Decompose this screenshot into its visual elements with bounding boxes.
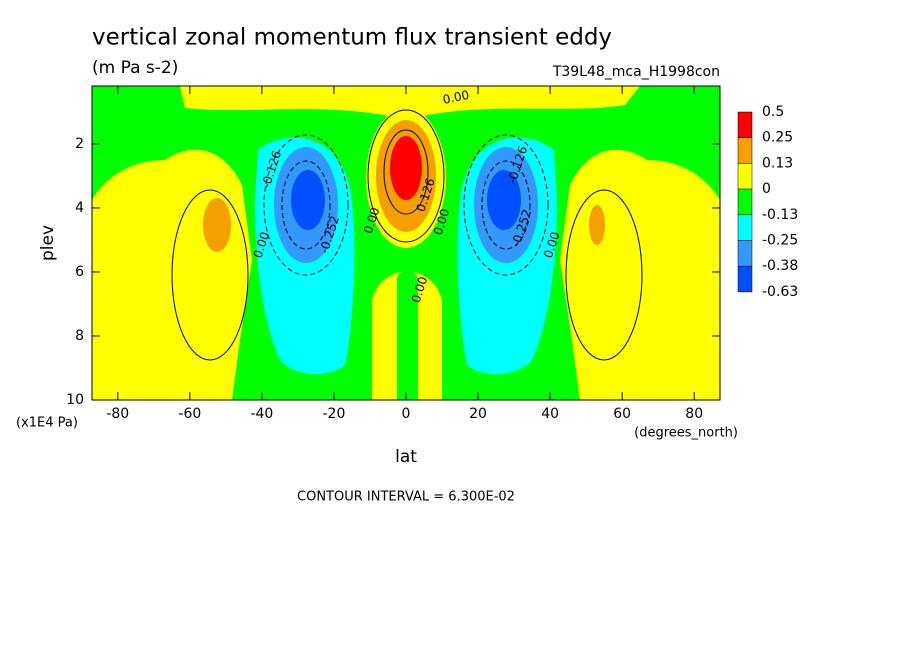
subtitle: (m Pa s-2) bbox=[92, 58, 178, 78]
contour-field bbox=[92, 86, 720, 400]
x-tick-label: -80 bbox=[106, 406, 129, 422]
colorbar-label: 0.13 bbox=[762, 155, 793, 171]
fill-region bbox=[291, 170, 325, 230]
x-tick-label: 80 bbox=[685, 406, 703, 422]
contour-label: 0.00 bbox=[441, 88, 470, 107]
colorbar-label: -0.63 bbox=[762, 284, 798, 300]
colorbar-box bbox=[737, 214, 753, 241]
contour-line bbox=[263, 134, 349, 276]
contour-line bbox=[367, 109, 445, 243]
y-units: (x1E4 Pa) bbox=[16, 416, 78, 431]
chart-title: vertical zonal momentum flux transient e… bbox=[92, 25, 612, 51]
x-tick-label: -60 bbox=[178, 406, 201, 422]
contour-line bbox=[565, 189, 643, 361]
y-tick-label: 2 bbox=[75, 136, 84, 152]
x-units: (degrees_north) bbox=[634, 426, 738, 441]
colorbar-label: 0 bbox=[762, 181, 771, 197]
fill-region bbox=[203, 198, 231, 252]
y-tick-label: 4 bbox=[75, 200, 84, 216]
y-tick-label: 10 bbox=[66, 392, 84, 408]
x-axis-label: lat bbox=[395, 447, 417, 467]
dataset-label: T39L48_mca_H1998con bbox=[552, 64, 720, 80]
colorbar-label: 0.25 bbox=[762, 130, 793, 146]
contour-line bbox=[281, 160, 331, 250]
footnote: CONTOUR INTERVAL = 6.300E-02 bbox=[297, 490, 515, 505]
fill-region bbox=[589, 205, 605, 245]
fill-region bbox=[390, 136, 422, 200]
y-axis-label: plev bbox=[38, 225, 58, 261]
colorbar-box bbox=[737, 111, 753, 138]
x-tick-label: -20 bbox=[323, 406, 346, 422]
fill-region bbox=[397, 270, 418, 400]
colorbar-label: -0.38 bbox=[762, 258, 798, 274]
colorbar-box bbox=[737, 137, 753, 164]
fill-region bbox=[487, 170, 521, 230]
colorbar-label: -0.25 bbox=[762, 233, 798, 249]
contour-line bbox=[463, 134, 549, 276]
x-tick-label: 40 bbox=[541, 406, 559, 422]
contour-line bbox=[383, 129, 429, 215]
colorbar-box bbox=[737, 163, 753, 190]
fill-region bbox=[180, 86, 640, 120]
contour-line bbox=[481, 160, 531, 250]
x-tick-label: 0 bbox=[402, 406, 411, 422]
fill-region bbox=[560, 149, 720, 400]
colorbar-box bbox=[737, 240, 753, 267]
colorbar-label: 0.5 bbox=[762, 104, 784, 120]
colorbar-label: -0.13 bbox=[762, 207, 798, 223]
y-tick-label: 6 bbox=[75, 264, 84, 280]
colorbar-box bbox=[737, 265, 753, 293]
x-tick-label: -40 bbox=[250, 406, 273, 422]
contour-line bbox=[171, 189, 249, 361]
y-tick-label: 8 bbox=[75, 328, 84, 344]
x-tick-label: 20 bbox=[469, 406, 487, 422]
x-tick-label: 60 bbox=[613, 406, 631, 422]
colorbar-box bbox=[737, 188, 753, 216]
